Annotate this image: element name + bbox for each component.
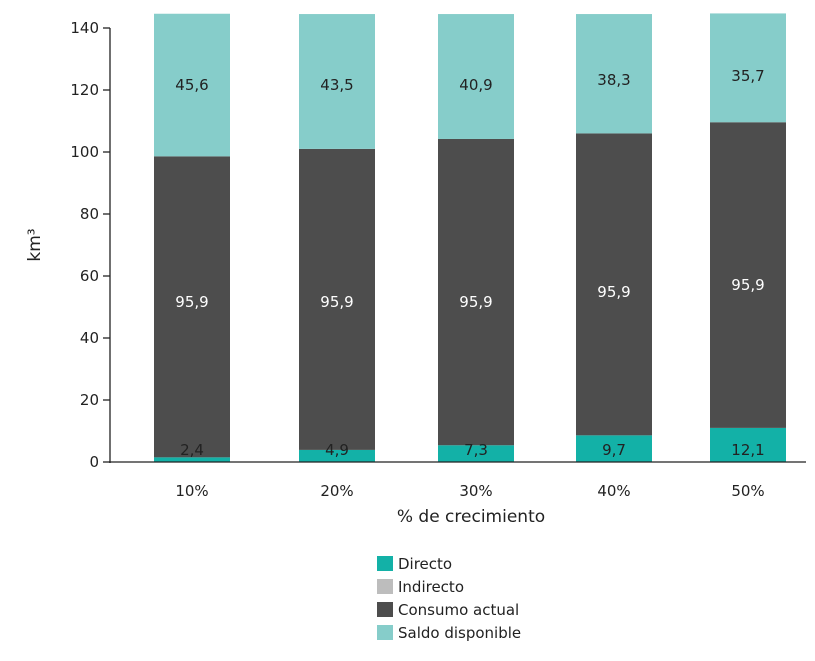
data-label: 9,7 [602,441,626,459]
y-tick-label: 120 [70,81,99,99]
data-label: 4,9 [325,441,349,459]
legend-swatch [377,602,393,617]
legend-swatch [377,556,393,571]
bar-segment [710,13,786,123]
legend-item: Indirecto [377,575,521,598]
data-label: 43,5 [320,76,353,94]
bar-segment [154,156,230,458]
y-tick-label: 140 [70,19,99,37]
bar-segment [154,457,230,462]
legend-item: Consumo actual [377,598,521,621]
data-label: 95,9 [459,293,492,311]
y-axis-title: km³ [25,228,45,261]
data-label: 35,7 [731,67,764,85]
bar-segment [576,14,652,134]
y-tick-label: 100 [70,143,99,161]
y-tick-label: 40 [80,329,99,347]
legend-swatch [377,625,393,640]
x-axis: 10% 20% 30% 40% 50% [109,461,806,500]
legend-item: Saldo disponible [377,621,521,644]
legend: Directo Indirecto Consumo actual Saldo disp… [377,552,521,644]
bar-segment [299,449,375,462]
bar-segment [299,14,375,149]
y-axis: 0 20 40 60 80 100 120 140 [70,19,111,471]
legend-label: Indirecto [398,577,464,596]
y-tick-label: 20 [80,391,99,409]
data-label: 7,3 [464,441,488,459]
data-label: 45,6 [175,76,208,94]
data-label: 95,9 [597,283,630,301]
bars-group: 2,4 4,9 7,3 9,7 12,1 95,9 95,9 95,9 95,9 95,9 45,6… [154,13,786,462]
x-tick-label: 10% [175,482,208,500]
data-label: 95,9 [320,293,353,311]
bar-segment [438,14,514,139]
legend-swatch [377,579,393,594]
data-label: 95,9 [731,276,764,294]
legend-label: Directo [398,554,453,573]
data-label: 38,3 [597,71,630,89]
y-tick-label: 80 [80,205,99,223]
x-tick-label: 40% [597,482,630,500]
bar-segment [438,138,514,446]
bar-segment [576,435,652,462]
legend-label: Consumo actual [398,600,520,619]
data-label: 95,9 [175,293,208,311]
bar-segment [154,13,230,157]
x-tick-label: 20% [320,482,353,500]
data-label: 40,9 [459,76,492,94]
bar-segment [576,133,652,436]
bar-segment [710,122,786,428]
y-tick-label: 60 [80,267,99,285]
bar-segment [438,445,514,462]
stacked-bar-chart: 2,4 4,9 7,3 9,7 12,1 95,9 95,9 95,9 95,9 95,9 45,6… [25,13,806,527]
data-label: 2,4 [180,441,204,459]
legend-label: Saldo disponible [398,623,522,642]
y-tick-label: 0 [89,453,99,471]
bar-segment [710,427,786,462]
legend-item: Directo [377,552,521,575]
bar-segment [299,148,375,450]
x-tick-label: 30% [459,482,492,500]
x-tick-label: 50% [731,482,764,500]
data-label: 12,1 [731,441,764,459]
x-axis-title: % de crecimiento [397,507,545,527]
